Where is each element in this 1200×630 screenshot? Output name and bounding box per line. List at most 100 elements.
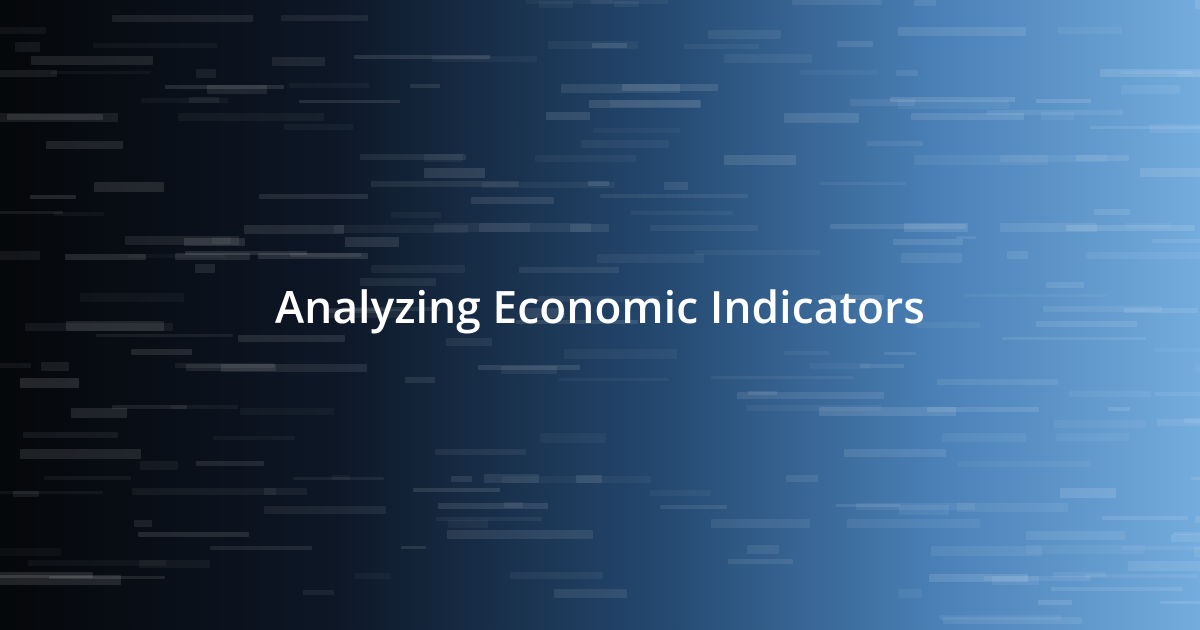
streak — [41, 362, 68, 371]
streak — [1086, 252, 1200, 259]
streak — [303, 590, 333, 595]
streak — [438, 503, 547, 509]
streak — [546, 112, 589, 121]
streak — [31, 56, 153, 66]
streak — [20, 449, 141, 459]
streak — [539, 1, 573, 8]
streak — [896, 70, 918, 77]
streak — [1076, 155, 1129, 160]
streak — [1177, 71, 1200, 77]
streak — [784, 113, 859, 122]
streak — [51, 71, 150, 75]
streak — [1152, 239, 1200, 243]
streak — [140, 461, 177, 470]
streak — [23, 432, 117, 437]
streak — [631, 211, 733, 214]
streak — [195, 264, 215, 273]
streak — [134, 520, 152, 527]
streak — [371, 265, 465, 273]
streak — [240, 408, 334, 416]
streak — [1121, 85, 1180, 94]
streak — [447, 530, 593, 539]
streak — [0, 27, 46, 33]
streak — [711, 519, 810, 528]
streak — [914, 0, 936, 6]
streak — [284, 124, 353, 130]
streak — [1038, 600, 1072, 605]
streak — [576, 475, 602, 483]
streak — [20, 378, 79, 388]
streak — [561, 84, 680, 93]
streak — [510, 572, 602, 579]
streak — [564, 349, 676, 359]
page-title: Analyzing Economic Indicators — [275, 281, 925, 332]
streak — [867, 141, 923, 147]
streak — [1046, 282, 1085, 289]
streak — [660, 505, 727, 509]
streak — [1149, 124, 1200, 133]
streak — [597, 254, 703, 263]
streak — [847, 519, 981, 527]
streak — [737, 392, 883, 399]
streak — [355, 573, 392, 579]
streak — [501, 366, 557, 374]
streak — [899, 589, 921, 598]
streak — [131, 349, 192, 355]
streak — [410, 84, 440, 88]
streak — [540, 433, 606, 443]
streak — [413, 488, 500, 491]
streak — [1155, 348, 1200, 352]
streak — [354, 55, 490, 58]
streak — [1191, 477, 1200, 481]
streak — [93, 43, 216, 48]
streak — [299, 100, 400, 103]
streak — [724, 155, 796, 164]
streak — [94, 182, 163, 192]
streak — [911, 113, 1024, 120]
streak — [391, 212, 441, 218]
streak — [957, 461, 1092, 468]
streak — [837, 41, 873, 48]
streak — [244, 225, 344, 234]
streak — [901, 253, 961, 263]
streak — [290, 253, 361, 257]
streak — [334, 225, 468, 233]
streak — [1007, 251, 1029, 259]
streak — [830, 224, 966, 229]
streak — [860, 364, 904, 368]
streak — [259, 194, 368, 199]
streak — [844, 449, 946, 457]
streak — [401, 546, 425, 549]
streak — [1160, 601, 1200, 604]
streak — [1121, 546, 1200, 550]
streak — [747, 545, 780, 555]
streak — [792, 0, 882, 5]
streak — [435, 449, 527, 455]
streak — [1043, 306, 1162, 312]
streak — [884, 352, 916, 355]
streak — [138, 532, 249, 537]
streak — [272, 57, 324, 66]
streak — [519, 267, 619, 274]
streak — [80, 293, 184, 301]
streak — [916, 322, 980, 328]
streak — [1171, 534, 1200, 542]
streak — [71, 408, 127, 418]
streak — [1056, 433, 1129, 441]
streak — [899, 505, 949, 515]
streak — [0, 211, 63, 214]
streak — [128, 254, 226, 258]
streak — [664, 182, 688, 190]
streak — [1053, 572, 1106, 577]
streak — [937, 379, 1058, 384]
streak — [650, 490, 710, 496]
streak — [46, 141, 123, 149]
streak — [345, 237, 399, 246]
streak — [0, 491, 103, 494]
streak — [820, 182, 906, 185]
streak — [132, 488, 276, 495]
streak — [446, 338, 492, 346]
streak — [424, 168, 485, 178]
streak — [207, 85, 267, 94]
streak — [184, 238, 246, 246]
